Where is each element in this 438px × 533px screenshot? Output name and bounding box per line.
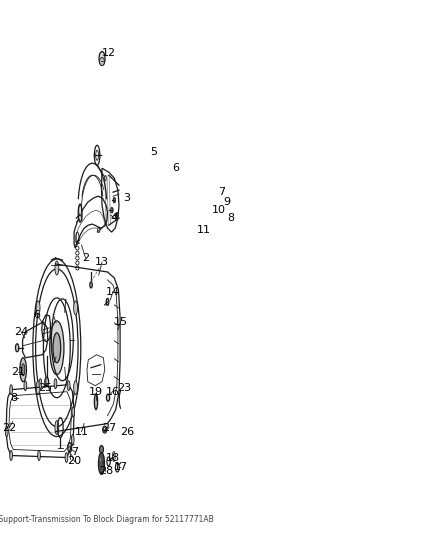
- Text: 15: 15: [113, 317, 127, 327]
- Text: 24: 24: [14, 327, 28, 337]
- Circle shape: [20, 358, 26, 382]
- Text: 12: 12: [102, 47, 116, 58]
- Ellipse shape: [99, 58, 105, 66]
- Text: 7: 7: [71, 447, 78, 457]
- Circle shape: [24, 381, 27, 391]
- Text: 6: 6: [33, 310, 40, 320]
- Text: 6: 6: [172, 163, 179, 173]
- Text: 2: 2: [82, 253, 89, 263]
- Ellipse shape: [50, 321, 64, 375]
- Ellipse shape: [78, 204, 82, 222]
- Circle shape: [36, 301, 40, 315]
- Circle shape: [10, 385, 12, 394]
- Text: 26: 26: [120, 426, 134, 437]
- Text: 14: 14: [106, 287, 120, 297]
- Text: 21: 21: [11, 367, 25, 377]
- Ellipse shape: [15, 344, 19, 352]
- Circle shape: [65, 453, 68, 463]
- Text: 8: 8: [228, 213, 235, 223]
- Circle shape: [55, 261, 59, 275]
- Circle shape: [74, 381, 78, 394]
- Ellipse shape: [53, 333, 61, 363]
- Circle shape: [74, 301, 78, 315]
- Text: 11: 11: [74, 426, 88, 437]
- Circle shape: [38, 450, 40, 461]
- Ellipse shape: [94, 394, 98, 410]
- Text: 7: 7: [219, 187, 226, 197]
- Circle shape: [72, 407, 74, 417]
- Ellipse shape: [45, 377, 49, 386]
- Text: 19: 19: [89, 386, 103, 397]
- Text: 5: 5: [151, 147, 158, 157]
- Text: 25: 25: [38, 383, 52, 393]
- Text: 20: 20: [67, 456, 82, 466]
- Text: 17: 17: [113, 463, 128, 472]
- Text: 27: 27: [102, 423, 116, 433]
- Ellipse shape: [90, 282, 92, 288]
- Circle shape: [55, 421, 59, 434]
- Circle shape: [99, 453, 105, 474]
- Text: 28: 28: [99, 466, 113, 477]
- Ellipse shape: [106, 298, 109, 305]
- Text: 8: 8: [10, 393, 18, 402]
- Text: 3: 3: [123, 193, 130, 203]
- Text: 4: 4: [111, 213, 118, 223]
- Circle shape: [71, 434, 74, 445]
- Circle shape: [10, 450, 12, 461]
- Text: 10: 10: [212, 205, 226, 215]
- Circle shape: [54, 379, 57, 389]
- Text: 13: 13: [95, 257, 109, 267]
- Text: 18: 18: [106, 453, 120, 463]
- Ellipse shape: [100, 457, 101, 462]
- Ellipse shape: [99, 52, 105, 66]
- Circle shape: [36, 381, 40, 394]
- Text: 9: 9: [223, 197, 230, 207]
- Ellipse shape: [106, 394, 110, 401]
- Text: 16: 16: [106, 386, 120, 397]
- Text: 2002 Dodge Ram 3500 Support-Transmission To Block Diagram for 52117771AB: 2002 Dodge Ram 3500 Support-Transmission…: [0, 515, 214, 524]
- Text: 23: 23: [117, 383, 131, 393]
- Circle shape: [67, 381, 70, 391]
- Circle shape: [21, 364, 25, 376]
- Circle shape: [39, 379, 42, 389]
- Circle shape: [5, 426, 8, 437]
- Text: 11: 11: [196, 225, 210, 235]
- Ellipse shape: [99, 446, 103, 454]
- Text: 22: 22: [2, 423, 17, 433]
- Ellipse shape: [68, 442, 72, 453]
